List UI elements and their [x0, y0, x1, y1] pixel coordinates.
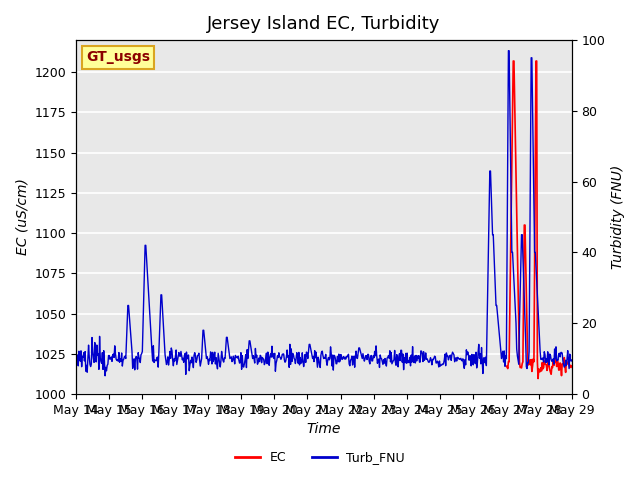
Y-axis label: Turbidity (FNU): Turbidity (FNU)	[611, 165, 625, 269]
Title: Jersey Island EC, Turbidity: Jersey Island EC, Turbidity	[207, 15, 441, 33]
Text: GT_usgs: GT_usgs	[86, 50, 150, 64]
Y-axis label: EC (uS/cm): EC (uS/cm)	[15, 179, 29, 255]
X-axis label: Time: Time	[307, 422, 341, 436]
Legend: EC, Turb_FNU: EC, Turb_FNU	[230, 446, 410, 469]
